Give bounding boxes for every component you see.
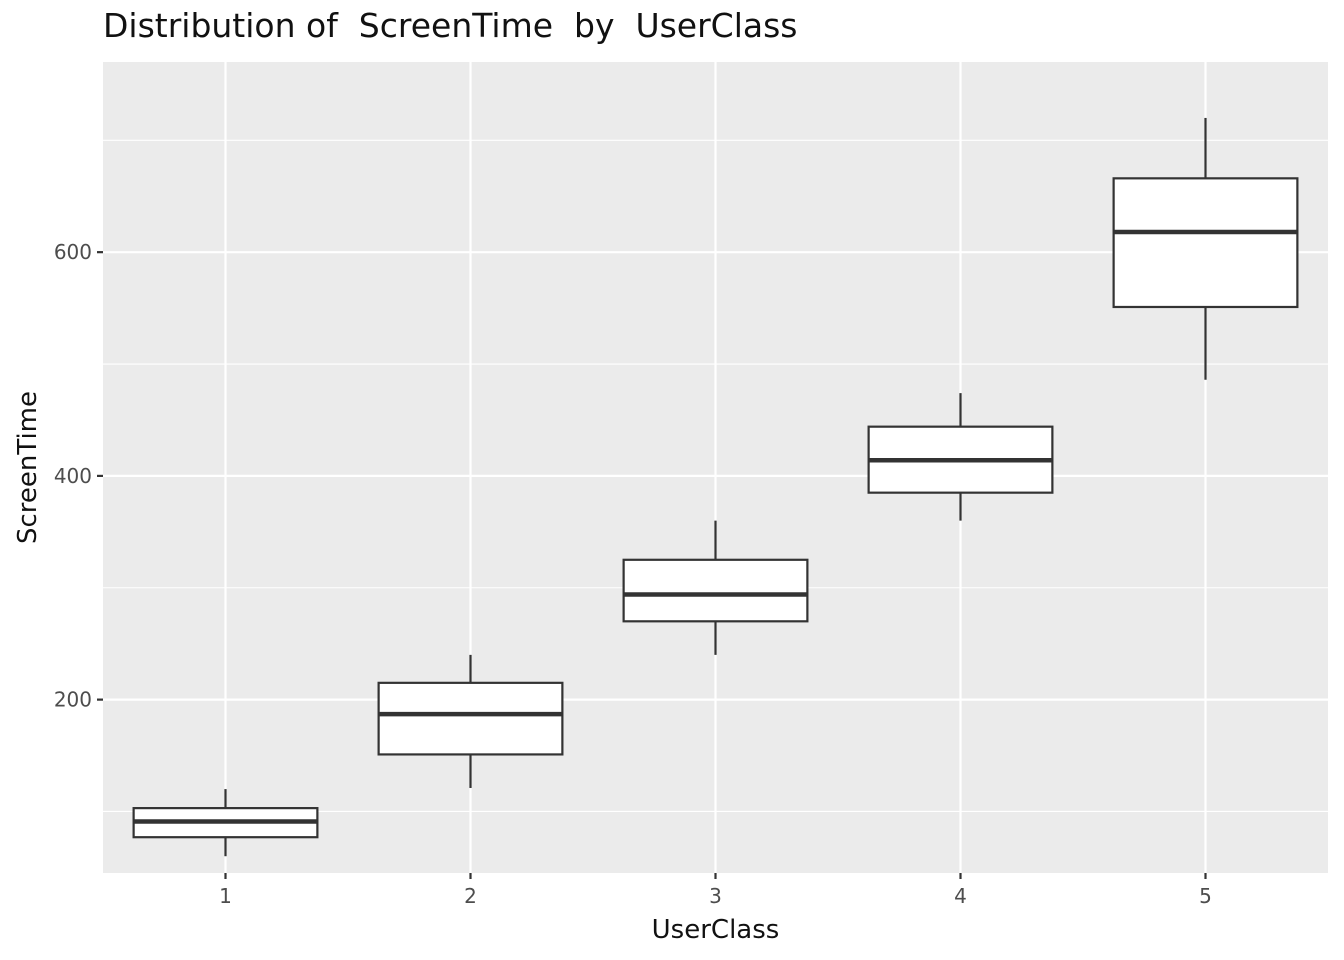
box-iqr bbox=[377, 681, 564, 756]
x-axis: 1 2 3 4 5 bbox=[219, 873, 1212, 908]
y-tick-label: 400 bbox=[54, 464, 92, 488]
box-2 bbox=[377, 654, 564, 788]
chart-title: Distribution of ScreenTime by UserClass bbox=[103, 6, 798, 45]
y-axis-title: ScreenTime bbox=[13, 391, 43, 544]
box-1 bbox=[132, 789, 319, 857]
box-4 bbox=[867, 393, 1054, 521]
y-tick-label: 600 bbox=[54, 240, 92, 264]
y-axis: 200 400 600 bbox=[54, 240, 103, 712]
y-tick-label: 200 bbox=[54, 688, 92, 712]
box-series bbox=[132, 117, 1299, 857]
box-5 bbox=[1112, 117, 1299, 380]
x-tick-label: 4 bbox=[954, 884, 967, 908]
box-iqr bbox=[622, 558, 809, 623]
box-3 bbox=[622, 520, 809, 655]
x-tick-label: 2 bbox=[464, 884, 477, 908]
x-axis-title: UserClass bbox=[652, 915, 780, 945]
x-tick-label: 1 bbox=[219, 884, 232, 908]
x-tick-label: 5 bbox=[1199, 884, 1212, 908]
box-iqr bbox=[1112, 177, 1299, 309]
x-tick-label: 3 bbox=[709, 884, 722, 908]
